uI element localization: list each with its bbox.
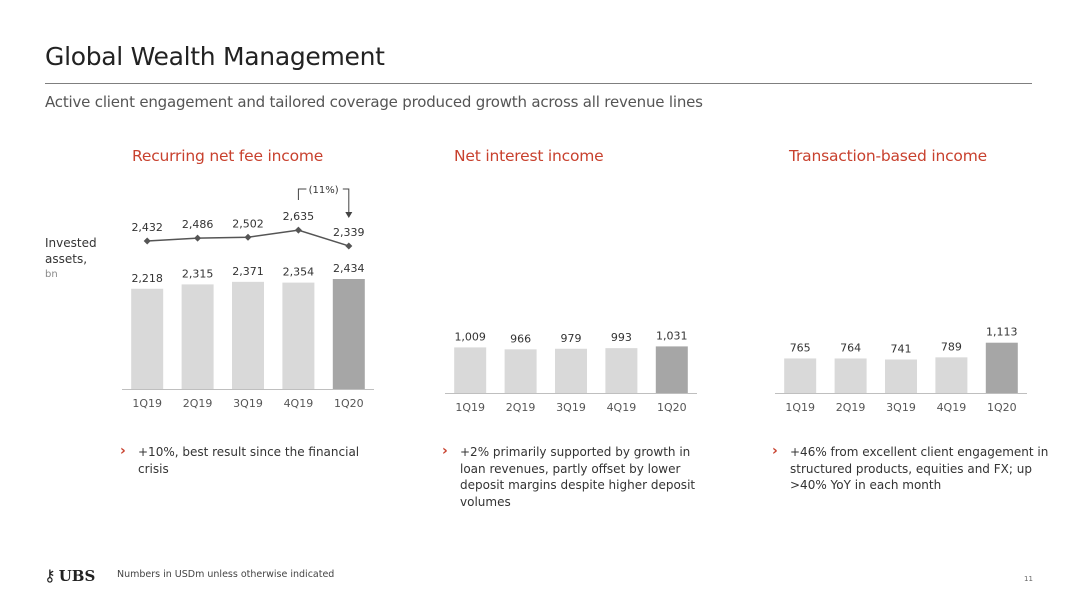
- bullet-recurring-fee: › +10%, best result since the financial …: [120, 443, 378, 477]
- bar-value-label: 2,434: [333, 262, 365, 275]
- x-tick-label: 4Q19: [607, 401, 637, 414]
- bar: [555, 348, 587, 393]
- bar: [784, 358, 817, 393]
- bar: [131, 288, 164, 389]
- bar-value-label: 966: [510, 332, 531, 345]
- bar-value-label: 1,031: [656, 329, 688, 342]
- line-point: [143, 237, 151, 245]
- x-tick-label: 3Q19: [556, 401, 586, 414]
- ubs-keys-icon: ⚷: [44, 566, 56, 585]
- panel-title-recurring-fee: Recurring net fee income: [132, 147, 324, 165]
- x-tick-label: 1Q20: [334, 397, 364, 410]
- bar-value-label: 741: [891, 343, 912, 356]
- line-point: [345, 242, 353, 250]
- bar: [454, 347, 487, 393]
- ubs-logo: ⚷ UBS: [44, 566, 95, 585]
- bar-value-label: 979: [561, 332, 582, 345]
- bar: [232, 281, 264, 389]
- bar: [834, 358, 867, 393]
- line-point: [294, 226, 302, 234]
- x-tick-label: 1Q20: [657, 401, 687, 414]
- bar-value-label: 1,113: [986, 326, 1018, 339]
- bar-value-label: 789: [941, 340, 962, 353]
- line-value-label: 2,502: [232, 217, 264, 230]
- bar: [935, 357, 968, 393]
- invested-assets-text: Invested assets,: [45, 236, 97, 266]
- page-number: 11: [1024, 575, 1033, 583]
- x-tick-label: 2Q19: [836, 401, 866, 414]
- x-tick-label: 4Q19: [284, 397, 314, 410]
- bar-value-label: 764: [840, 341, 861, 354]
- x-tick-label: 1Q19: [785, 401, 815, 414]
- x-tick-label: 4Q19: [937, 401, 967, 414]
- bar-value-label: 1,009: [454, 330, 486, 343]
- bar: [655, 346, 688, 393]
- bullet-recurring-fee-text: +10%, best result since the financial cr…: [138, 445, 360, 476]
- line-point: [194, 234, 202, 242]
- chevron-right-icon: ›: [120, 443, 126, 459]
- panel-title-transaction-based: Transaction-based income: [789, 147, 987, 165]
- page-title: Global Wealth Management: [45, 42, 385, 71]
- bar: [181, 284, 214, 389]
- ubs-wordmark: UBS: [58, 566, 96, 585]
- annotation-label: (11%): [309, 185, 339, 196]
- bar-value-label: 993: [611, 331, 632, 344]
- bar: [985, 342, 1018, 393]
- title-divider: [45, 83, 1032, 84]
- bar-value-label: 765: [790, 341, 811, 354]
- page-subtitle: Active client engagement and tailored co…: [45, 93, 703, 111]
- bar-value-label: 2,315: [182, 267, 214, 280]
- line-value-label: 2,486: [182, 218, 214, 231]
- annotation-arrow-icon: [345, 212, 353, 218]
- panel-title-net-interest: Net interest income: [454, 147, 604, 165]
- annotation-bracket: [342, 188, 350, 214]
- line-value-label: 2,432: [131, 221, 163, 234]
- line-value-label: 2,339: [333, 226, 365, 239]
- bullet-transaction-based-text: +46% from excellent client engagement in…: [790, 445, 1049, 492]
- x-tick-label: 3Q19: [233, 397, 263, 410]
- bar: [332, 279, 365, 389]
- x-tick-label: 2Q19: [506, 401, 536, 414]
- bar: [885, 359, 917, 393]
- invested-assets-unit: bn: [45, 269, 58, 280]
- bar: [504, 349, 537, 393]
- chevron-right-icon: ›: [772, 443, 778, 459]
- bar: [282, 282, 315, 389]
- x-tick-label: 1Q19: [132, 397, 162, 410]
- x-tick-label: 3Q19: [886, 401, 916, 414]
- footer-note: Numbers in USDm unless otherwise indicat…: [117, 569, 335, 580]
- x-tick-label: 1Q20: [987, 401, 1017, 414]
- annotation-bracket: [297, 188, 307, 200]
- bar: [605, 348, 638, 393]
- x-tick-label: 1Q19: [455, 401, 485, 414]
- bar-value-label: 2,218: [131, 272, 163, 285]
- bar-value-label: 2,354: [283, 266, 315, 279]
- line-value-label: 2,635: [283, 210, 315, 223]
- bullet-transaction-based: › +46% from excellent client engagement …: [772, 443, 1050, 494]
- bullet-net-interest: › +2% primarily supported by growth in l…: [442, 443, 710, 510]
- x-tick-label: 2Q19: [183, 397, 213, 410]
- bullet-net-interest-text: +2% primarily supported by growth in loa…: [460, 445, 696, 509]
- line-point: [244, 233, 252, 241]
- bar-value-label: 2,371: [232, 265, 264, 278]
- invested-assets-label: Invested assets, bn: [45, 235, 105, 283]
- chevron-right-icon: ›: [442, 443, 448, 459]
